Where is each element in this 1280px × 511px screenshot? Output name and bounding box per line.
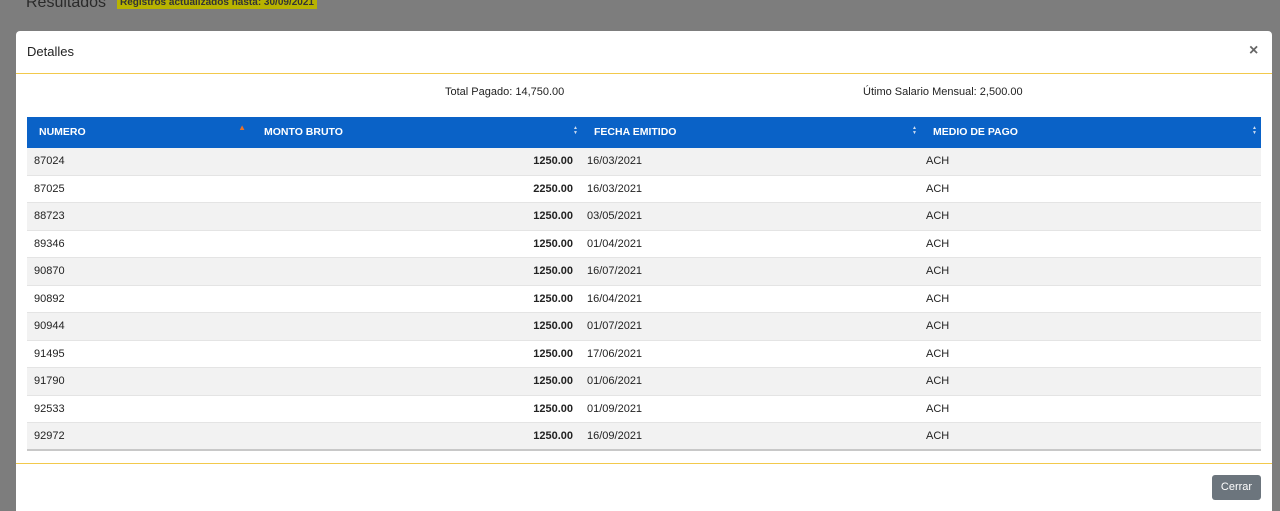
cell-medio: ACH <box>926 430 950 442</box>
column-header[interactable]: MONTO BRUTO <box>252 117 582 148</box>
cell-fecha: 03/05/2021 <box>587 210 643 222</box>
cell-numero: 87024 <box>34 155 65 167</box>
cell-numero: 90870 <box>34 265 65 277</box>
cell-numero: 88723 <box>34 210 65 222</box>
cell-monto: 1250.00 <box>533 430 573 442</box>
cell-numero: 87025 <box>34 182 65 195</box>
cell-fecha: 16/04/2021 <box>587 292 643 305</box>
cell-fecha: 01/07/2021 <box>587 320 643 332</box>
cell-medio: ACH <box>926 182 950 195</box>
table-row: 90944 1250.00 01/07/2021 ACH <box>27 313 1261 341</box>
header-divider <box>16 73 1272 74</box>
cell-numero: 92533 <box>34 402 65 415</box>
cell-fecha: 16/03/2021 <box>587 155 643 167</box>
summary-value: 14,750.00 <box>515 86 565 98</box>
table-row: 87025 2250.00 16/03/2021 ACH <box>27 175 1261 203</box>
table-row: 92972 1250.00 16/09/2021 ACH <box>27 423 1261 451</box>
cell-medio: ACH <box>926 402 950 415</box>
cell-monto: 1250.00 <box>533 210 573 222</box>
modal-title: Detalles <box>27 44 74 59</box>
cell-monto: 1250.00 <box>533 292 573 305</box>
summary-total: Total Pagado: 14,750.00 <box>445 86 564 98</box>
table-row: 91790 1250.00 01/06/2021 ACH <box>27 368 1261 396</box>
cell-medio: ACH <box>926 155 950 167</box>
summary-salary: Útimo Salario Mensual: 2,500.00 <box>863 86 1023 98</box>
cell-monto: 1250.00 <box>533 320 573 332</box>
summary-label: Total Pagado: <box>445 86 513 98</box>
cell-medio: ACH <box>926 237 950 250</box>
cell-monto: 2250.00 <box>533 182 573 195</box>
cell-medio: ACH <box>926 292 950 305</box>
cell-numero: 92972 <box>34 430 65 442</box>
cell-fecha: 01/09/2021 <box>587 402 643 415</box>
table-row: 88723 1250.00 03/05/2021 ACH <box>27 203 1261 231</box>
column-header[interactable]: FECHA EMITIDO <box>582 117 921 148</box>
cell-numero: 90892 <box>34 292 65 305</box>
cell-numero: 91790 <box>34 375 65 387</box>
column-header[interactable]: NUMERO <box>27 117 252 148</box>
column-header[interactable]: MEDIO DE PAGO <box>921 117 1261 148</box>
cell-numero: 91495 <box>34 347 65 360</box>
modal: Detalles × Total Pagado: 14,750.00 Útimo… <box>16 31 1272 511</box>
cell-medio: ACH <box>926 375 950 387</box>
cell-fecha: 01/04/2021 <box>587 237 643 250</box>
cell-monto: 1250.00 <box>533 402 573 415</box>
table-row: 90870 1250.00 16/07/2021 ACH <box>27 258 1261 286</box>
cell-monto: 1250.00 <box>533 375 573 387</box>
table-row: 90892 1250.00 16/04/2021 ACH <box>27 285 1261 313</box>
cell-monto: 1250.00 <box>533 265 573 277</box>
table-row: 89346 1250.00 01/04/2021 ACH <box>27 230 1261 258</box>
update-badge: Registros actualizados hasta: 30/09/2021 <box>117 0 317 9</box>
page-title: Resultados <box>26 0 107 11</box>
cell-medio: ACH <box>926 320 950 332</box>
cell-medio: ACH <box>926 210 950 222</box>
cell-monto: 1250.00 <box>533 237 573 250</box>
cell-numero: 90944 <box>34 320 65 332</box>
cell-fecha: 16/09/2021 <box>587 430 643 442</box>
cell-fecha: 17/06/2021 <box>587 347 643 360</box>
summary-value: 2,500.00 <box>979 86 1023 98</box>
table-row: 92533 1250.00 01/09/2021 ACH <box>27 395 1261 423</box>
footer-divider <box>16 463 1272 464</box>
cell-medio: ACH <box>926 347 950 360</box>
cell-monto: 1250.00 <box>533 155 573 167</box>
close-button[interactable]: × <box>1249 42 1259 59</box>
cell-fecha: 16/07/2021 <box>587 265 643 277</box>
cell-medio: ACH <box>926 265 950 277</box>
cell-fecha: 01/06/2021 <box>587 375 643 387</box>
table-row: 91495 1250.00 17/06/2021 ACH <box>27 340 1261 368</box>
cell-monto: 1250.00 <box>533 347 573 360</box>
cell-numero: 89346 <box>34 237 65 250</box>
cell-fecha: 16/03/2021 <box>587 182 643 195</box>
close-modal-button[interactable]: Cerrar <box>1212 475 1261 500</box>
summary-label: Útimo Salario Mensual: <box>863 86 977 98</box>
table-row: 87024 1250.00 16/03/2021 ACH <box>27 148 1261 176</box>
